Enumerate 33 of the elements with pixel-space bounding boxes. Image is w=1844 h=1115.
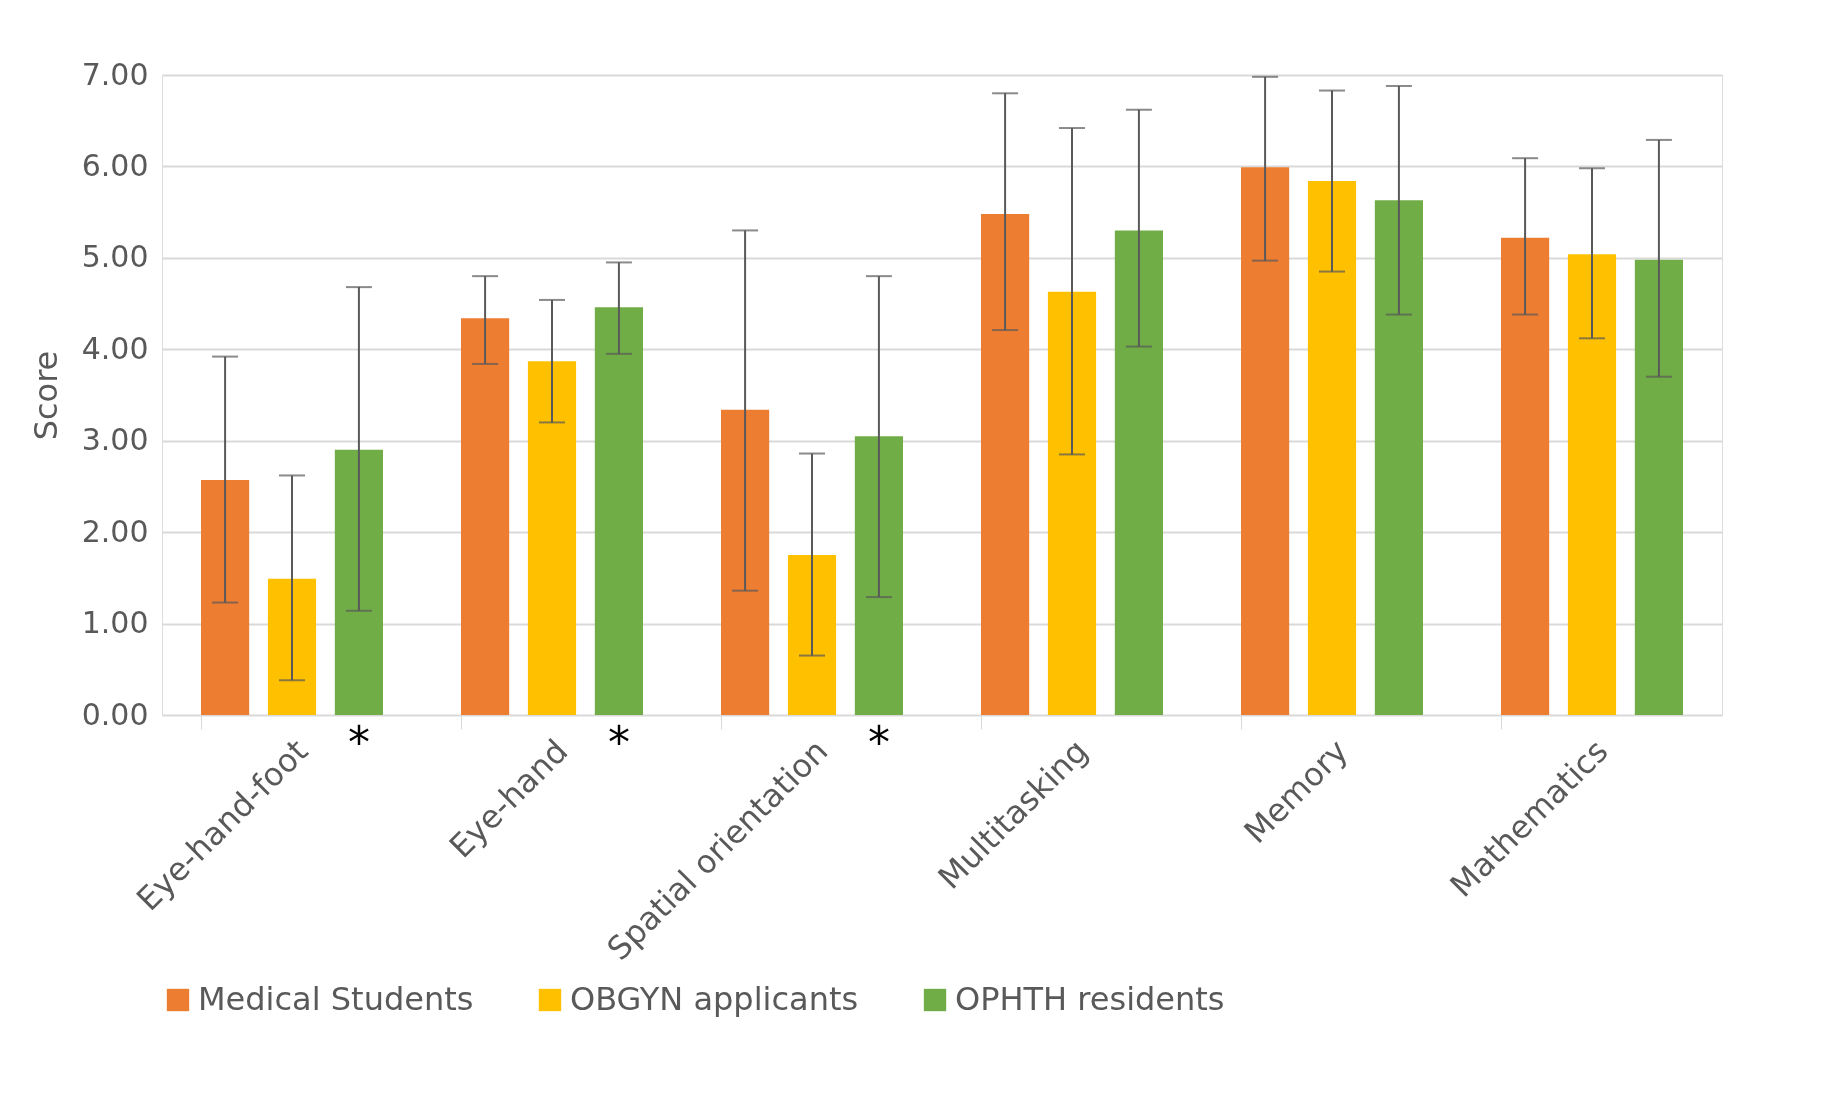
y-tick-label: 3.00	[81, 422, 149, 458]
bar	[1307, 181, 1357, 715]
y-tick-label: 0.00	[81, 696, 149, 732]
y-tick-label: 1.00	[81, 605, 149, 641]
bar	[1241, 167, 1290, 715]
text: *	[347, 717, 370, 768]
bar	[1047, 291, 1097, 715]
text: *	[867, 717, 890, 768]
bar	[1114, 230, 1163, 715]
bar	[721, 409, 770, 715]
y-tick-label: 6.00	[81, 147, 149, 183]
bar	[854, 436, 903, 715]
bar	[594, 307, 643, 715]
bar	[1374, 200, 1423, 715]
legend-label: Medical Students	[198, 980, 474, 1018]
bar	[1501, 237, 1550, 715]
bar	[461, 318, 510, 715]
bar	[1567, 254, 1617, 715]
y-tick-label: 2.00	[81, 513, 149, 549]
bar	[267, 578, 317, 715]
bar	[981, 213, 1030, 715]
legend-label: OBGYN applicants	[570, 980, 859, 1018]
bar	[787, 555, 837, 715]
y-tick-label: 4.00	[81, 330, 149, 366]
y-axis-title: Score	[26, 350, 65, 441]
y-tick-label: 7.00	[81, 56, 149, 92]
bar	[334, 449, 383, 715]
text: *	[607, 717, 630, 768]
bar	[527, 361, 577, 715]
legend-label: OPHTH residents	[955, 980, 1225, 1018]
bar	[201, 480, 250, 715]
y-tick-label: 5.00	[81, 239, 149, 275]
bar	[1634, 259, 1683, 715]
